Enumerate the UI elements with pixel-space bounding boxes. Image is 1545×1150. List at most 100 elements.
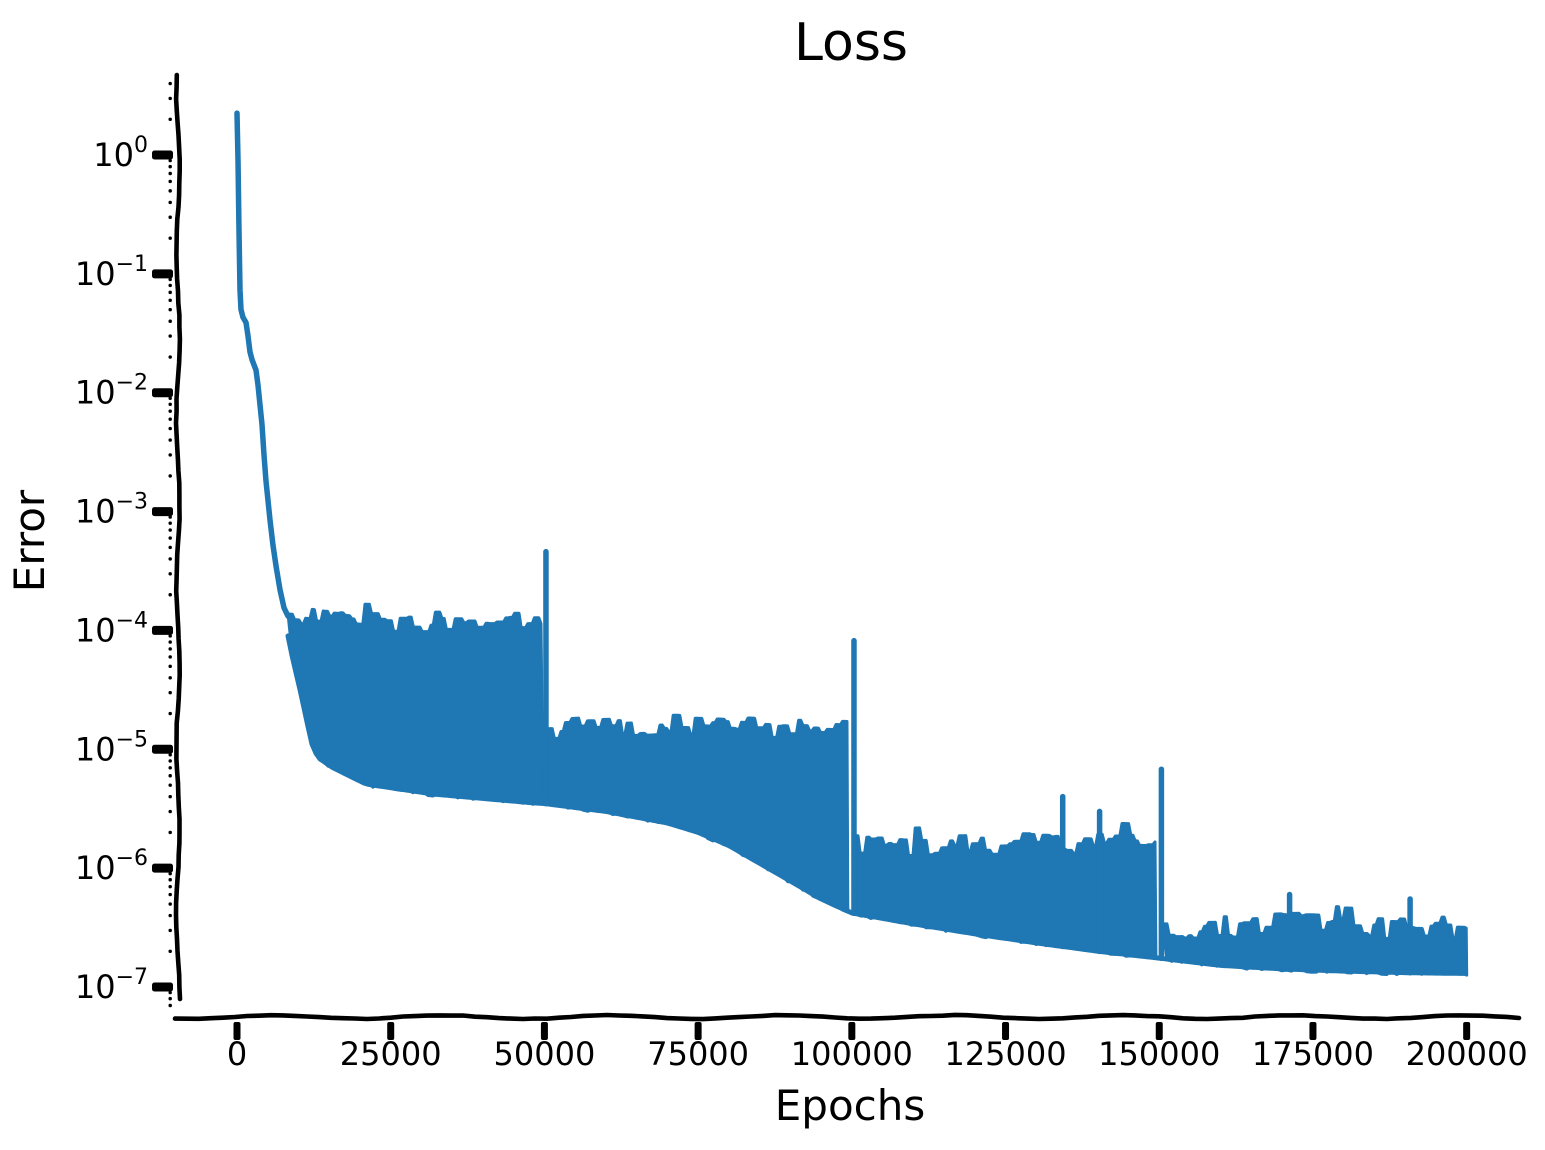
x-tick [233, 1022, 241, 1040]
loss-noise-band [854, 822, 1158, 960]
y-minor-tick-dot [168, 308, 172, 312]
y-tick-label: 10−5 [75, 727, 148, 768]
x-tick [540, 1022, 548, 1040]
x-tick [848, 1022, 856, 1040]
y-minor-tick-dot [168, 572, 172, 576]
y-axis-label: Error [5, 489, 54, 592]
y-minor-tick-dot [168, 996, 172, 1001]
x-tick [387, 1022, 395, 1040]
y-tick [152, 507, 173, 517]
y-minor-tick-dot [168, 783, 172, 787]
y-minor-tick-dot [168, 528, 172, 532]
y-minor-tick-dot [168, 290, 172, 295]
y-minor-tick-dot [168, 171, 172, 176]
loss-noise-band [286, 602, 545, 806]
y-minor-tick-dot [168, 878, 172, 882]
y-minor-tick-dot [168, 753, 172, 757]
y-minor-tick-dot [168, 438, 172, 442]
y-minor-tick-dot [168, 990, 172, 995]
x-tick [1463, 1022, 1471, 1040]
x-tick [1309, 1022, 1317, 1040]
y-minor-tick-dot [168, 676, 172, 680]
y-minor-tick-dot [168, 949, 172, 954]
y-minor-tick-dot [168, 830, 172, 835]
x-tick-label: 0 [227, 1035, 247, 1073]
y-minor-tick-dot [168, 474, 172, 478]
y-minor-tick-dot [168, 179, 172, 184]
y-minor-tick-dot [168, 647, 172, 651]
initial-descent [234, 110, 291, 619]
y-axis-spine [173, 72, 183, 1002]
y-minor-tick-dot [168, 766, 172, 770]
x-tick [1155, 1022, 1163, 1040]
y-tick-label: 100 [93, 133, 148, 174]
y-tick-label: 10−4 [75, 608, 148, 649]
y-tick [152, 269, 173, 279]
y-tick [152, 744, 173, 754]
y-minor-tick-dot [168, 634, 172, 638]
y-minor-tick-dot [168, 277, 172, 282]
x-tick-label: 75000 [647, 1035, 749, 1073]
y-minor-tick-dot [168, 794, 172, 799]
y-minor-tick-dot [168, 928, 172, 933]
y-minor-tick-dot [168, 902, 172, 906]
y-minor-tick-dot [168, 690, 172, 695]
y-minor-tick-dot [168, 871, 172, 876]
y-minor-tick-dot [168, 545, 172, 550]
y-minor-tick-dot [168, 1003, 172, 1008]
y-tick [152, 150, 173, 160]
loss-noise-band [1161, 905, 1469, 977]
y-minor-tick-dot [168, 158, 172, 163]
y-minor-tick-dot [168, 409, 172, 413]
y-minor-tick-dot [168, 593, 172, 597]
chart-title: Loss [794, 13, 908, 73]
y-minor-tick-dot [168, 283, 172, 288]
loss-noise-band [546, 713, 850, 914]
loss-series [234, 110, 1469, 977]
axes: 100 10−1 10−2 10−3 10−4 10−5 10−6 10−7 0 25000 500… [75, 72, 1528, 1073]
y-minor-tick-dot [168, 164, 172, 169]
x-axis-spine [172, 1012, 1522, 1022]
y-minor-tick-dot [168, 892, 172, 897]
x-axis-label: Epochs [775, 1081, 926, 1130]
y-tick [152, 388, 173, 398]
y-minor-tick-dot [168, 81, 172, 86]
x-tick-label: 25000 [340, 1035, 442, 1073]
y-tick-label: 10−6 [75, 846, 148, 887]
y-minor-tick-dot [168, 189, 172, 193]
x-tick-label: 125000 [944, 1035, 1066, 1073]
y-minor-tick-dot [168, 557, 172, 561]
y-minor-tick-dot [168, 319, 172, 323]
x-tick [1002, 1022, 1010, 1040]
y-minor-tick-dot [168, 640, 172, 644]
y-minor-tick-dot [168, 334, 172, 338]
y-tick-label: 10−3 [75, 490, 148, 531]
y-minor-tick-dot [168, 809, 172, 814]
y-tick [152, 982, 173, 992]
y-tick [152, 863, 173, 873]
y-minor-tick-dot [168, 453, 172, 457]
x-tick-label: 200000 [1406, 1035, 1528, 1073]
y-minor-tick-dot [168, 536, 172, 540]
x-tick [694, 1022, 702, 1040]
y-minor-tick-dot [168, 96, 172, 101]
y-minor-tick-dot [168, 515, 172, 519]
y-minor-tick-dot [168, 655, 172, 659]
y-minor-tick-dot [168, 298, 172, 303]
y-minor-tick-dot [168, 521, 172, 525]
y-minor-tick-dot [168, 236, 172, 240]
y-minor-tick-dot [168, 417, 172, 421]
x-tick-label: 175000 [1252, 1035, 1374, 1073]
x-tick-label: 50000 [494, 1035, 596, 1073]
y-tick-label: 10−2 [75, 371, 148, 412]
y-minor-tick-dot [168, 913, 172, 918]
y-minor-tick-dot [168, 426, 172, 431]
y-minor-tick-dot [168, 402, 172, 407]
x-tick-label: 100000 [791, 1035, 913, 1073]
y-minor-tick-dot [168, 884, 172, 889]
y-minor-tick-dot [168, 711, 172, 716]
y-tick-label: 10−7 [75, 965, 148, 1006]
y-tick-label: 10−1 [75, 252, 148, 293]
y-tick [152, 625, 173, 635]
